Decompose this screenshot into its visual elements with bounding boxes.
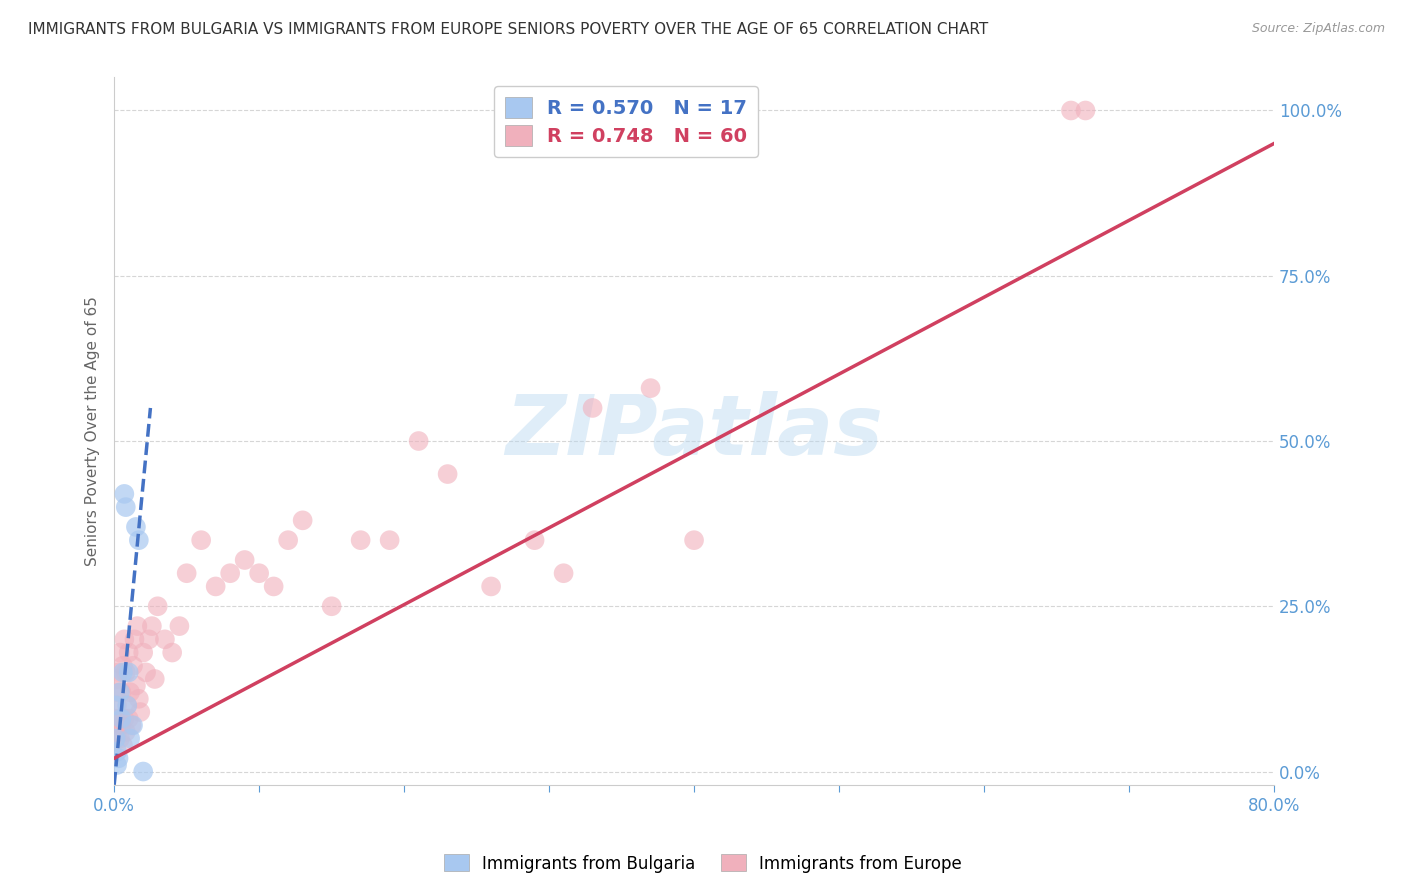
Point [112,712,135,726]
Point [1074,103,1097,118]
Point [408,434,430,448]
Point [127,619,149,633]
Point [105,758,128,772]
Point [128,691,150,706]
Point [105,724,128,739]
Point [176,566,198,581]
Point [115,698,138,713]
Legend: Immigrants from Bulgaria, Immigrants from Europe: Immigrants from Bulgaria, Immigrants fro… [437,847,969,880]
Point [523,533,546,548]
Point [128,533,150,548]
Point [153,632,176,647]
Point [125,679,148,693]
Point [143,672,166,686]
Point [125,520,148,534]
Point [118,712,141,726]
Point [118,665,141,680]
Point [122,658,145,673]
Point [122,718,145,732]
Point [120,731,142,746]
Point [110,718,132,732]
Y-axis label: Seniors Poverty Over the Age of 65: Seniors Poverty Over the Age of 65 [86,296,100,566]
Point [132,764,155,779]
Point [553,566,575,581]
Point [135,665,157,680]
Point [581,401,603,415]
Point [121,718,143,732]
Point [219,566,242,581]
Point [108,731,131,746]
Point [1060,103,1083,118]
Point [111,658,134,673]
Point [104,731,127,746]
Point [107,665,129,680]
Point [107,712,129,726]
Point [105,672,128,686]
Point [114,665,136,680]
Point [378,533,401,548]
Point [138,632,160,647]
Point [291,513,314,527]
Point [640,381,662,395]
Point [108,646,131,660]
Point [118,646,141,660]
Point [107,751,129,765]
Point [111,665,134,680]
Point [114,500,136,515]
Point [110,712,132,726]
Point [110,685,132,699]
Point [112,632,135,647]
Point [104,712,127,726]
Point [247,566,270,581]
Point [141,619,163,633]
Point [436,467,458,481]
Point [104,698,127,713]
Point [104,731,127,746]
Point [120,685,142,699]
Point [129,705,152,719]
Point [112,487,135,501]
Point [114,724,136,739]
Point [124,632,146,647]
Point [169,619,191,633]
Point [233,553,256,567]
Point [190,533,212,548]
Point [105,698,128,713]
Text: Source: ZipAtlas.com: Source: ZipAtlas.com [1251,22,1385,36]
Point [321,599,343,614]
Point [105,745,128,759]
Text: ZIPatlas: ZIPatlas [505,391,883,472]
Point [108,685,131,699]
Point [277,533,299,548]
Point [204,579,226,593]
Point [349,533,371,548]
Legend: R = 0.570   N = 17, R = 0.748   N = 60: R = 0.570 N = 17, R = 0.748 N = 60 [495,87,758,157]
Point [111,738,134,752]
Point [479,579,502,593]
Text: IMMIGRANTS FROM BULGARIA VS IMMIGRANTS FROM EUROPE SENIORS POVERTY OVER THE AGE : IMMIGRANTS FROM BULGARIA VS IMMIGRANTS F… [28,22,988,37]
Point [160,646,183,660]
Point [146,599,169,614]
Point [115,698,138,713]
Point [263,579,285,593]
Point [132,646,155,660]
Point [683,533,706,548]
Point [104,685,127,699]
